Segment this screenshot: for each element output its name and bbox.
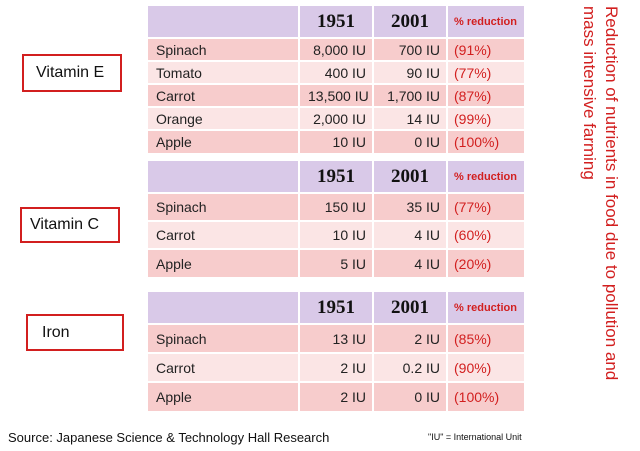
row-reduction: (77%) xyxy=(447,60,524,84)
row-2001: 2 IU xyxy=(373,323,448,353)
header-blank xyxy=(148,6,300,38)
row-reduction: (60%) xyxy=(447,220,524,249)
row-reduction: (100%) xyxy=(447,129,524,153)
row-1951: 2,000 IU xyxy=(299,106,374,130)
row-item: Apple xyxy=(148,381,300,411)
table-header-row: 1951 2001 % reduction xyxy=(148,292,524,324)
row-1951: 10 IU xyxy=(299,220,374,249)
row-1951: 10 IU xyxy=(299,129,374,153)
row-reduction: (20%) xyxy=(447,248,524,277)
row-1951: 13 IU xyxy=(299,323,374,353)
header-blank xyxy=(148,292,300,324)
iron-label-text: Iron xyxy=(42,323,70,341)
header-2001: 2001 xyxy=(373,6,448,38)
table-row: Spinach 8,000 IU 700 IU (91%) xyxy=(148,37,524,61)
row-2001: 0 IU xyxy=(373,381,448,411)
row-item: Carrot xyxy=(148,83,300,107)
row-reduction: (77%) xyxy=(447,192,524,221)
row-1951: 2 IU xyxy=(299,381,374,411)
row-reduction: (91%) xyxy=(447,37,524,61)
row-1951: 150 IU xyxy=(299,192,374,221)
row-item: Apple xyxy=(148,248,300,277)
row-2001: 4 IU xyxy=(373,220,448,249)
vitamin-c-table: 1951 2001 % reduction Spinach 150 IU 35 … xyxy=(148,161,524,277)
row-1951: 5 IU xyxy=(299,248,374,277)
table-row: Carrot 13,500 IU 1,700 IU (87%) xyxy=(148,83,524,107)
header-1951: 1951 xyxy=(299,292,374,324)
row-item: Apple xyxy=(148,129,300,153)
table-header-row: 1951 2001 % reduction xyxy=(148,161,524,193)
header-1951: 1951 xyxy=(299,6,374,38)
table-row: Apple 5 IU 4 IU (20%) xyxy=(148,248,524,277)
vitamin-e-label-text: Vitamin E xyxy=(36,64,105,81)
row-reduction: (87%) xyxy=(447,83,524,107)
table-row: Tomato 400 IU 90 IU (77%) xyxy=(148,60,524,84)
vitamin-c-label: Vitamin C xyxy=(20,207,120,243)
header-reduction: % reduction xyxy=(447,292,524,324)
row-item: Spinach xyxy=(148,192,300,221)
row-2001: 0 IU xyxy=(373,129,448,153)
row-reduction: (85%) xyxy=(447,323,524,353)
source-caption: Source: Japanese Science & Technology Ha… xyxy=(8,430,330,445)
table-row: Orange 2,000 IU 14 IU (99%) xyxy=(148,106,524,130)
row-2001: 35 IU xyxy=(373,192,448,221)
vertical-title: Reduction of nutrients in food due to po… xyxy=(567,6,633,396)
row-2001: 4 IU xyxy=(373,248,448,277)
row-1951: 400 IU xyxy=(299,60,374,84)
table-row: Apple 10 IU 0 IU (100%) xyxy=(148,129,524,153)
vertical-title-text: Reduction of nutrients in food due to po… xyxy=(580,6,621,381)
row-reduction: (90%) xyxy=(447,352,524,382)
row-reduction: (99%) xyxy=(447,106,524,130)
row-2001: 1,700 IU xyxy=(373,83,448,107)
row-2001: 90 IU xyxy=(373,60,448,84)
row-2001: 14 IU xyxy=(373,106,448,130)
row-1951: 13,500 IU xyxy=(299,83,374,107)
header-reduction: % reduction xyxy=(447,161,524,193)
row-item: Carrot xyxy=(148,220,300,249)
row-item: Carrot xyxy=(148,352,300,382)
row-2001: 0.2 IU xyxy=(373,352,448,382)
vitamin-c-label-text: Vitamin C xyxy=(30,216,100,233)
row-item: Spinach xyxy=(148,323,300,353)
row-item: Tomato xyxy=(148,60,300,84)
header-2001: 2001 xyxy=(373,292,448,324)
table-row: Spinach 150 IU 35 IU (77%) xyxy=(148,192,524,221)
iu-footnote: "IU" = International Unit xyxy=(428,432,522,442)
table-row: Carrot 2 IU 0.2 IU (90%) xyxy=(148,352,524,382)
header-2001: 2001 xyxy=(373,161,448,193)
vitamin-e-table: 1951 2001 % reduction Spinach 8,000 IU 7… xyxy=(148,6,524,153)
row-reduction: (100%) xyxy=(447,381,524,411)
row-2001: 700 IU xyxy=(373,37,448,61)
header-reduction: % reduction xyxy=(447,6,524,38)
iron-table: 1951 2001 % reduction Spinach 13 IU 2 IU… xyxy=(148,292,524,411)
vitamin-e-label: Vitamin E xyxy=(22,54,122,92)
row-item: Spinach xyxy=(148,37,300,61)
header-1951: 1951 xyxy=(299,161,374,193)
table-row: Spinach 13 IU 2 IU (85%) xyxy=(148,323,524,353)
table-row: Carrot 10 IU 4 IU (60%) xyxy=(148,220,524,249)
iron-label: Iron xyxy=(26,314,124,351)
row-item: Orange xyxy=(148,106,300,130)
row-1951: 8,000 IU xyxy=(299,37,374,61)
table-row: Apple 2 IU 0 IU (100%) xyxy=(148,381,524,411)
table-header-row: 1951 2001 % reduction xyxy=(148,6,524,38)
row-1951: 2 IU xyxy=(299,352,374,382)
header-blank xyxy=(148,161,300,193)
